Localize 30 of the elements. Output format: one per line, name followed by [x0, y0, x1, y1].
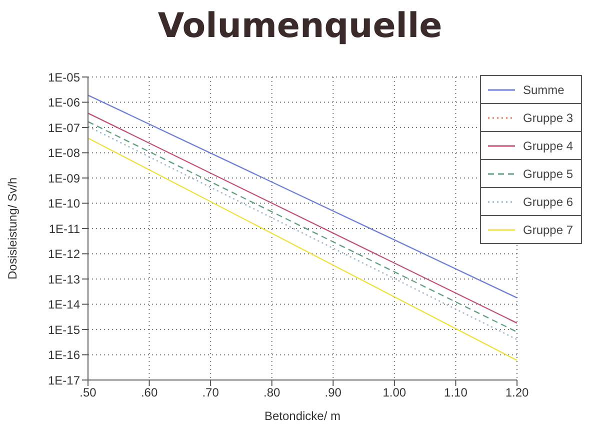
legend-label: Gruppe 5 [523, 166, 574, 180]
x-tick-label: .70 [202, 386, 220, 400]
x-axis-title: Betondicke/ m [264, 409, 341, 423]
y-tick-label: 1E-15 [48, 322, 80, 337]
y-tick-label: 1E-13 [48, 272, 80, 286]
x-tick-label: .80 [264, 386, 281, 400]
x-tick-label: .60 [140, 386, 158, 400]
y-tick-label: 1E-16 [48, 348, 80, 362]
legend-label: Gruppe 6 [523, 194, 574, 208]
y-axis-title: Dosisleistung/ Sv/h [5, 177, 20, 280]
y-tick-label: 1E-07 [48, 120, 80, 135]
y-tick-label: 1E-11 [48, 222, 80, 236]
chart-title: Volumenquelle [156, 6, 444, 46]
legend-label: Gruppe 3 [523, 110, 574, 124]
legend-label: Gruppe 4 [523, 138, 574, 152]
y-tick-label: 1E-05 [48, 70, 80, 84]
x-tick-label: 1.20 [505, 386, 529, 400]
y-tick-label: 1E-10 [48, 196, 80, 211]
y-tick-label: 1E-08 [48, 146, 80, 160]
x-tick-label: .50 [80, 386, 97, 400]
y-tick-label: 1E-12 [48, 247, 80, 262]
x-tick-label: 1.00 [382, 386, 406, 400]
legend-label: Summe [523, 82, 564, 96]
y-tick-label: 1E-06 [48, 96, 80, 110]
legend-label: Gruppe 7 [523, 222, 574, 236]
y-tick-label: 1E-17 [48, 373, 80, 388]
x-tick-label: .90 [324, 386, 342, 400]
y-tick-label: 1E-14 [48, 298, 80, 312]
y-tick-label: 1E-09 [48, 171, 80, 186]
x-tick-label: 1.10 [444, 386, 468, 400]
